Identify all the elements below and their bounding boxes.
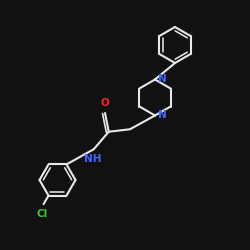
Text: NH: NH [84,154,101,164]
Text: Cl: Cl [37,209,48,219]
Text: O: O [100,98,110,108]
Text: N: N [158,74,167,84]
Text: N: N [158,110,167,120]
